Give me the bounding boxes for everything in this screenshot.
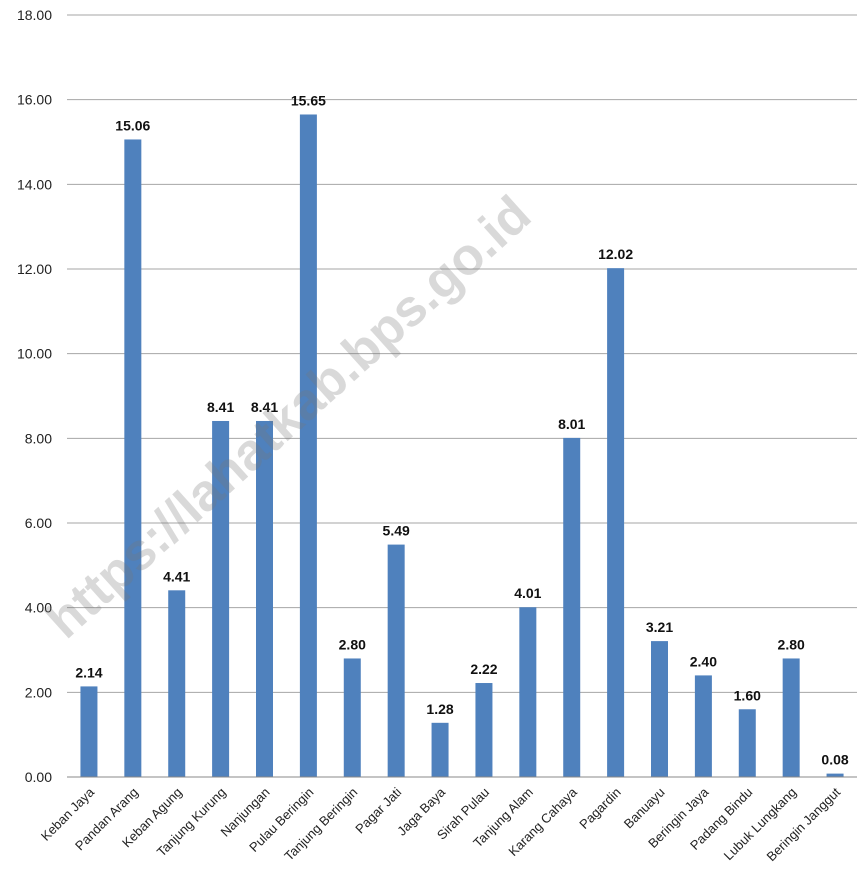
data-label: 3.21 xyxy=(646,619,673,635)
bar xyxy=(80,686,98,777)
bar xyxy=(563,437,581,777)
data-label: 8.01 xyxy=(558,416,585,432)
x-category-label: Pagardin xyxy=(576,785,623,832)
y-tick-label: 18.00 xyxy=(17,7,52,23)
y-tick-label: 10.00 xyxy=(17,346,52,362)
bars xyxy=(80,114,844,777)
bar xyxy=(826,773,844,777)
y-tick-label: 0.00 xyxy=(25,769,52,785)
y-axis-tick-labels: 0.00 2.00 4.00 6.00 8.00 10.00 12.00 14.00 16.00… xyxy=(17,7,52,785)
data-label: 1.60 xyxy=(734,687,761,703)
data-label: 2.14 xyxy=(75,664,102,680)
bar xyxy=(651,641,668,777)
bar xyxy=(475,683,493,777)
data-label: 8.41 xyxy=(207,399,234,415)
data-label: 15.65 xyxy=(291,92,326,108)
data-label: 5.49 xyxy=(383,523,410,539)
data-label: 2.22 xyxy=(470,661,497,677)
bar xyxy=(431,722,449,777)
y-tick-label: 4.00 xyxy=(25,600,52,616)
data-label: 4.41 xyxy=(163,568,190,584)
x-category-label: Beringin Janggut xyxy=(764,784,844,864)
y-tick-label: 14.00 xyxy=(17,176,52,192)
bar xyxy=(299,114,317,777)
data-label: 2.80 xyxy=(778,636,805,652)
data-label: 2.40 xyxy=(690,653,717,669)
bar xyxy=(124,139,142,777)
bar xyxy=(343,658,361,777)
y-tick-label: 16.00 xyxy=(17,92,52,108)
data-labels: 2.14 15.06 4.41 8.41 8.41 15.65 2.80 5.49 1.28 2.… xyxy=(75,92,849,767)
data-label: 1.28 xyxy=(426,701,453,717)
bar xyxy=(519,607,537,777)
data-label: 12.02 xyxy=(598,246,633,262)
y-tick-label: 8.00 xyxy=(25,430,52,446)
bar xyxy=(607,268,625,777)
bar xyxy=(212,420,230,777)
data-label: 2.80 xyxy=(339,636,366,652)
bar xyxy=(782,658,800,777)
y-tick-label: 12.00 xyxy=(17,261,52,277)
data-label: 0.08 xyxy=(821,752,848,768)
data-label: 15.06 xyxy=(115,117,150,133)
gridlines xyxy=(67,14,857,693)
y-tick-label: 2.00 xyxy=(25,684,52,700)
bar xyxy=(387,544,405,777)
bar xyxy=(256,420,273,777)
bar xyxy=(168,590,186,777)
data-label: 4.01 xyxy=(514,585,541,601)
bar xyxy=(738,709,756,777)
watermark: https://lahatkab.bps.go.id xyxy=(35,185,542,650)
data-label: 8.41 xyxy=(251,399,278,415)
bar xyxy=(694,675,712,777)
y-tick-label: 6.00 xyxy=(25,515,52,531)
